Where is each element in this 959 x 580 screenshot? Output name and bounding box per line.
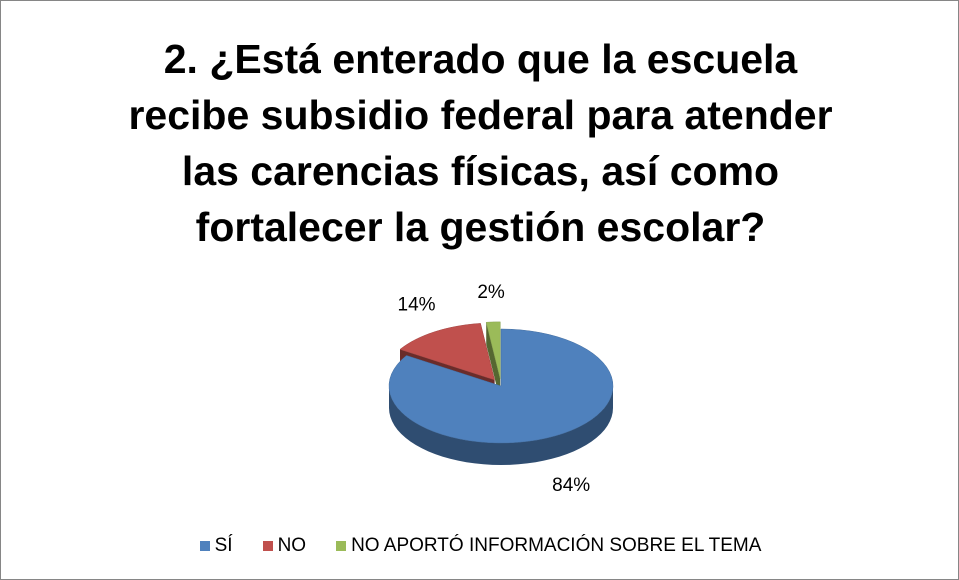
legend-item: NO bbox=[262, 535, 307, 557]
slice-side bbox=[486, 322, 501, 401]
legend-item: NO APORTÓ INFORMACIÓN SOBRE EL TEMA bbox=[336, 535, 761, 557]
legend-swatch bbox=[336, 541, 347, 551]
legend-label: NO APORTÓ INFORMACIÓN SOBRE EL TEMA bbox=[351, 535, 762, 556]
slice-side bbox=[389, 386, 613, 465]
data-label: 2% bbox=[477, 282, 505, 303]
legend-label: SÍ bbox=[214, 535, 233, 556]
legend-item: SÍ bbox=[199, 535, 233, 557]
data-label: 14% bbox=[398, 294, 436, 315]
legend-label: NO bbox=[277, 535, 307, 556]
legend-swatch bbox=[262, 541, 273, 551]
slice bbox=[388, 328, 614, 444]
data-label: 84% bbox=[552, 475, 590, 496]
slice bbox=[399, 323, 495, 381]
chart-title: 2. ¿Está enterado que la escuela recibe … bbox=[128, 36, 833, 250]
legend-swatch bbox=[199, 541, 210, 551]
legend: SÍ NO NO APORTÓ INFORMACIÓN SOBRE EL TEMA bbox=[1, 535, 959, 557]
slice bbox=[485, 321, 501, 379]
